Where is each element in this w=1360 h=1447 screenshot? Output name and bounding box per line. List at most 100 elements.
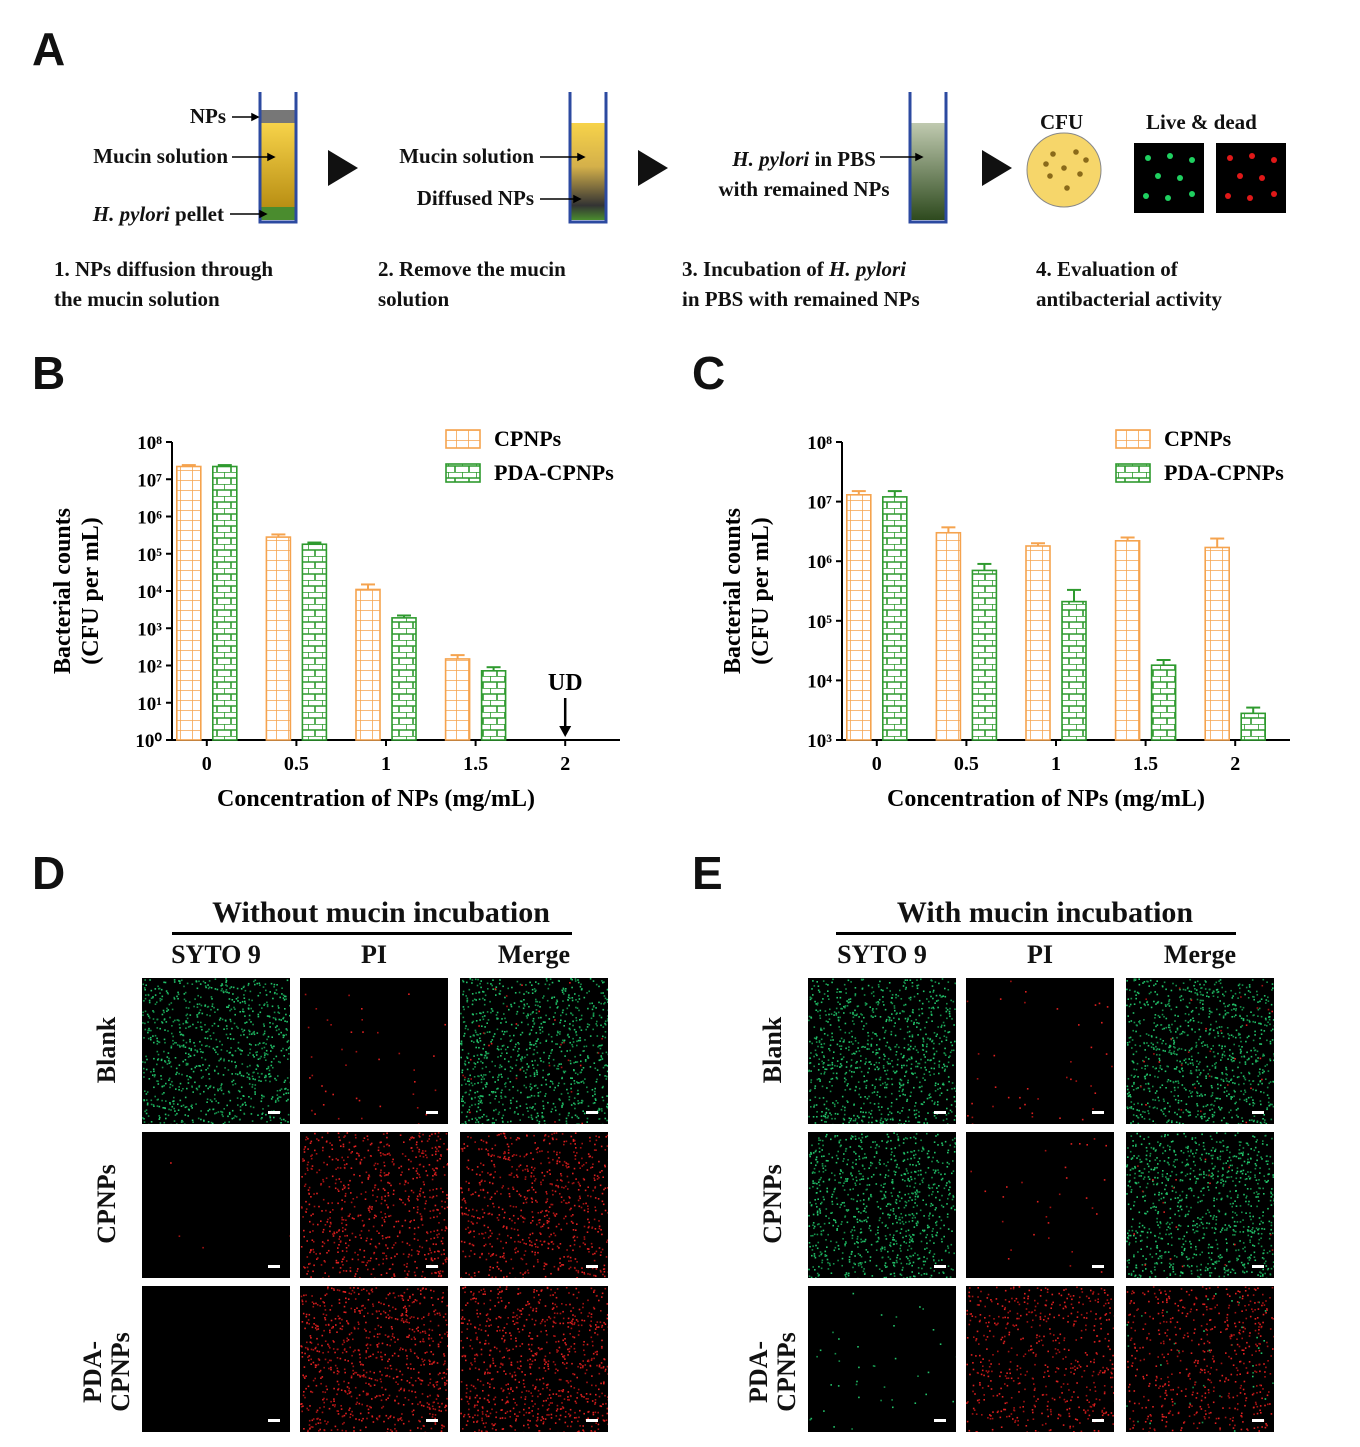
micrograph-e-pda-cpnps-syto9 (808, 1286, 956, 1432)
cfu-label: CFU (1040, 110, 1083, 135)
scale-bar (586, 1111, 598, 1114)
y-tick-label: 10⁷ (137, 470, 162, 491)
bar-pda-cpnps (482, 671, 506, 740)
arrowhead-1 (328, 150, 358, 186)
bar-pda-cpnps (1152, 665, 1176, 740)
micrograph-d-blank-syto9 (142, 978, 290, 1124)
legend-swatch (1116, 430, 1150, 448)
panel-e-col-merge: Merge (1126, 940, 1274, 970)
y-tick-label: 10³ (807, 731, 832, 752)
x-tick-label: 1 (381, 753, 391, 775)
y-tick-label: 10⁸ (137, 433, 162, 454)
bar-cpnps (1205, 547, 1229, 740)
scale-bar (268, 1265, 280, 1268)
y-axis-label: Bacterial counts(CFU per mL) (720, 508, 774, 674)
scale-bar (1092, 1111, 1104, 1114)
scale-bar (1252, 1419, 1264, 1422)
y-tick-label: 10⁸ (807, 433, 832, 454)
scale-bar (426, 1419, 438, 1422)
x-tick-label: 0.5 (954, 753, 979, 775)
bar-pda-cpnps (1241, 713, 1265, 740)
x-axis-label: Concentration of NPs (mg/mL) (887, 786, 1205, 812)
tube2-mucin-label: Mucin solution (399, 144, 534, 169)
panel-label-a: A (32, 22, 65, 76)
panel-label-c: C (692, 346, 725, 400)
legend-label: CPNPs (494, 426, 562, 451)
y-tick-label: 10⁵ (137, 545, 162, 566)
micrograph-e-pda-cpnps-pi (966, 1286, 1114, 1432)
tube1-np-label: NPs (190, 104, 226, 129)
x-tick-label: 2 (560, 753, 570, 775)
bar-cpnps (446, 659, 470, 740)
bar-pda-cpnps (883, 497, 907, 740)
dead-stain-square (1216, 143, 1286, 213)
scale-bar (586, 1265, 598, 1268)
scale-bar (1252, 1111, 1264, 1114)
bar-cpnps (847, 495, 871, 740)
scale-bar (1092, 1419, 1104, 1422)
scale-bar (426, 1265, 438, 1268)
tube3-label: H. pylori in PBS with remained NPs (700, 144, 908, 204)
legend-label: PDA-CPNPs (494, 460, 614, 485)
legend-label: CPNPs (1164, 426, 1232, 451)
arrowhead-3 (982, 150, 1012, 186)
micrograph-e-blank-syto9 (808, 978, 956, 1124)
panel-e-col-pi: PI (966, 940, 1114, 970)
legend-swatch (446, 464, 480, 482)
annotation-arrowhead (559, 726, 571, 737)
y-tick-label: 10¹ (137, 694, 162, 715)
legend-swatch (446, 430, 480, 448)
live-stain-square (1134, 143, 1204, 213)
micrograph-d-cpnps-syto9 (142, 1132, 290, 1278)
y-tick-label: 10⁶ (807, 552, 832, 573)
micrograph-d-pda-cpnps-merge (460, 1286, 608, 1432)
bar-cpnps (356, 589, 380, 740)
y-tick-label: 10⁴ (137, 582, 162, 603)
micrograph-d-blank-merge (460, 978, 608, 1124)
bar-cpnps (1026, 546, 1050, 740)
y-tick-label: 10⁵ (807, 612, 832, 633)
x-tick-label: 0 (202, 753, 212, 775)
y-tick-label: 10³ (137, 619, 162, 640)
panel-d-col-merge: Merge (460, 940, 608, 970)
panel-e-row-blank: Blank (759, 975, 787, 1125)
arrowhead-2 (638, 150, 668, 186)
annotation-ud: UD (548, 670, 583, 696)
panel-e-row-pda-cpnps: PDA- CPNPs (745, 1297, 801, 1447)
micrograph-e-pda-cpnps-merge (1126, 1286, 1274, 1432)
x-tick-label: 1.5 (1133, 753, 1158, 775)
micrograph-d-cpnps-merge (460, 1132, 608, 1278)
bar-pda-cpnps (213, 466, 237, 740)
x-tick-label: 1.5 (463, 753, 488, 775)
legend-label: PDA-CPNPs (1164, 460, 1284, 485)
scale-bar (586, 1419, 598, 1422)
live-dead-label: Live & dead (1146, 110, 1257, 135)
x-tick-label: 0 (872, 753, 882, 775)
micrograph-e-cpnps-syto9 (808, 1132, 956, 1278)
scale-bar (1252, 1265, 1264, 1268)
panel-e-title: With mucin incubation (836, 896, 1254, 930)
bar-cpnps (177, 466, 201, 740)
y-axis-label: Bacterial counts(CFU per mL) (50, 508, 104, 674)
panel-e-row-cpnps: CPNPs (759, 1129, 787, 1279)
tube1-mucin-label: Mucin solution (93, 144, 228, 169)
cfu-plate (1027, 133, 1101, 207)
scale-bar (934, 1111, 946, 1114)
x-tick-label: 0.5 (284, 753, 309, 775)
panel-label-d: D (32, 846, 65, 900)
panel-d-row-blank: Blank (93, 975, 121, 1125)
scale-bar (268, 1419, 280, 1422)
panel-d-col-syto9: SYTO 9 (142, 940, 290, 970)
panel-d-row-cpnps: CPNPs (93, 1129, 121, 1279)
bar-pda-cpnps (1062, 602, 1086, 740)
micrograph-d-pda-cpnps-pi (300, 1286, 448, 1432)
panel-d-col-pi: PI (300, 940, 448, 970)
micrograph-e-cpnps-merge (1126, 1132, 1274, 1278)
tube2-diffused-label: Diffused NPs (417, 186, 534, 211)
panel-d-title: Without mucin incubation (172, 896, 590, 930)
y-tick-label: 10² (137, 657, 162, 678)
